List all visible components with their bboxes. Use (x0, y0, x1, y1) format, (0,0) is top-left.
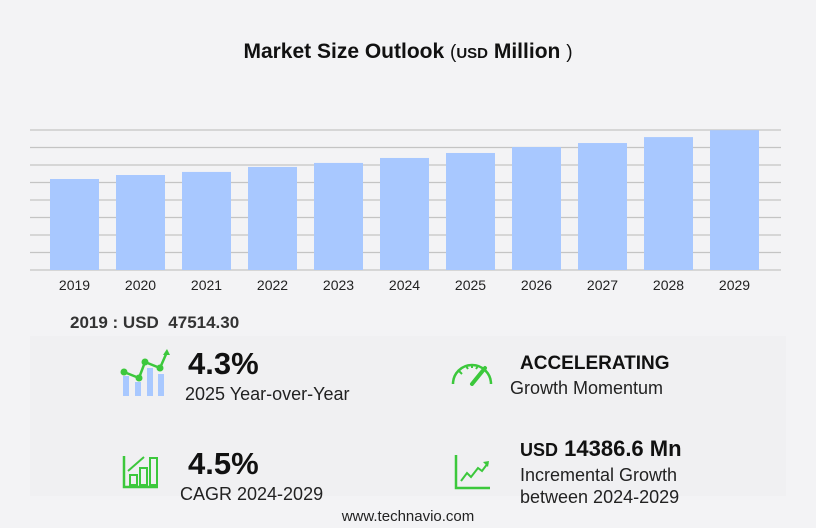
cagr-chart-icon (122, 456, 158, 489)
bar-2024 (380, 157, 429, 270)
x-tick-label: 2026 (521, 277, 552, 293)
yoy-label: 2025 Year-over-Year (185, 384, 350, 404)
base-year-value: 2019 : USD 47514.30 (70, 313, 239, 333)
chart-title: Market Size Outlook (USD Million ) (0, 40, 816, 64)
bar-2027 (578, 143, 627, 270)
bar-2029 (710, 130, 759, 270)
footer-url: www.technavio.com (341, 508, 475, 525)
base-year-number: 47514.30 (168, 313, 240, 332)
x-tick-label: 2022 (257, 277, 288, 293)
momentum-label: Growth Momentum (510, 378, 664, 398)
incremental-prefix: USD (520, 440, 559, 460)
x-tick-label: 2027 (587, 277, 618, 293)
bar-2025 (446, 152, 495, 270)
yoy-value: 4.3% (188, 346, 259, 381)
bar-2023 (314, 162, 363, 270)
incremental-period: between 2024-2029 (520, 487, 680, 507)
incremental-number: 14386.6 Mn (564, 436, 682, 461)
title-unit-word: Million (493, 40, 561, 63)
incremental-growth-icon (454, 455, 490, 490)
incremental-label: Incremental Growth (520, 465, 678, 485)
bar-2028 (644, 137, 693, 270)
title-paren-close: ) (566, 42, 573, 63)
title-unit: USD (456, 45, 489, 62)
incremental-value: USD 14386.6 Mn (520, 436, 682, 462)
x-tick-label: 2025 (455, 277, 486, 293)
x-tick-label: 2028 (653, 277, 684, 293)
x-tick-label: 2024 (389, 277, 420, 293)
bar-2019 (50, 179, 99, 270)
x-tick-label: 2019 (59, 277, 90, 293)
bar-2021 (182, 171, 231, 270)
x-tick-label: 2021 (191, 277, 222, 293)
base-year-label: 2019 : USD (70, 313, 159, 332)
title-paren-open: ( (450, 42, 457, 63)
momentum-value: ACCELERATING (520, 353, 670, 374)
bar-chart: 2019 2020 2021 2022 2023 2024 2025 2026 2027 2028… (30, 129, 781, 293)
x-tick-label: 2023 (323, 277, 354, 293)
title-text: Market Size Outlook (243, 40, 445, 63)
cagr-label: CAGR 2024-2029 (180, 484, 324, 504)
bar-2022 (248, 166, 297, 270)
x-tick-label: 2020 (125, 277, 156, 293)
cagr-value: 4.5% (188, 446, 259, 481)
bar-2020 (116, 175, 165, 270)
growth-chart-icon (120, 349, 170, 396)
x-tick-label: 2029 (719, 277, 750, 293)
bar-2026 (512, 147, 561, 270)
speedometer-icon (451, 363, 493, 386)
